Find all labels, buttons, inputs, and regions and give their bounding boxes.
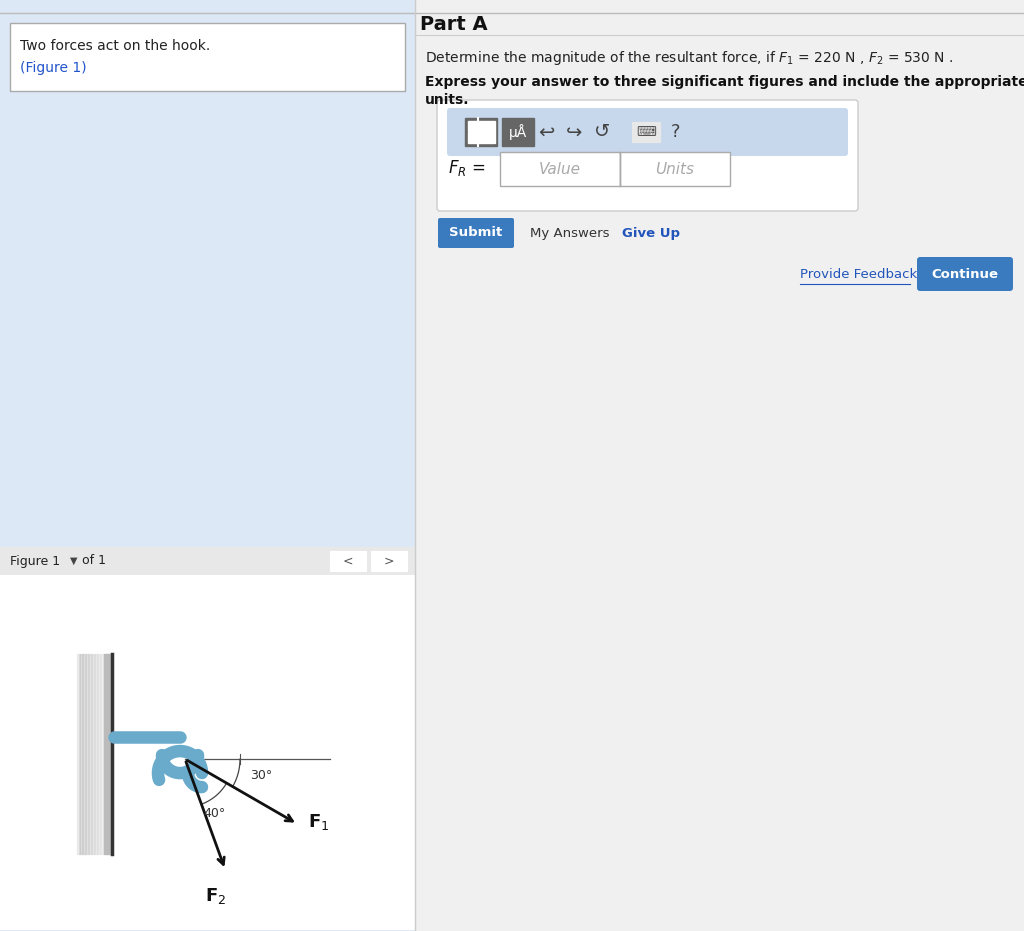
Text: ↩: ↩ <box>538 123 554 142</box>
Bar <box>104 654 106 854</box>
Text: μÅ: μÅ <box>509 124 527 140</box>
Text: Determine the magnitude of the resultant force, if $F_1$ = 220 N , $F_2$ = 530 N: Determine the magnitude of the resultant… <box>425 49 953 67</box>
FancyBboxPatch shape <box>918 257 1013 291</box>
Bar <box>85 654 87 854</box>
Text: Value: Value <box>539 161 581 177</box>
FancyBboxPatch shape <box>620 152 730 186</box>
Bar <box>80 654 83 854</box>
Bar <box>468 132 479 143</box>
Bar <box>104 654 112 854</box>
Bar <box>371 551 407 571</box>
Bar <box>105 654 109 854</box>
Text: 40°: 40° <box>203 807 225 820</box>
Text: units.: units. <box>425 93 469 107</box>
Text: Continue: Continue <box>932 267 998 280</box>
Bar <box>92 654 95 854</box>
FancyBboxPatch shape <box>438 218 514 248</box>
Text: ↺: ↺ <box>594 123 610 142</box>
Bar <box>465 118 497 146</box>
FancyBboxPatch shape <box>447 108 848 156</box>
Text: ⌨: ⌨ <box>636 125 656 139</box>
Text: 30°: 30° <box>250 769 272 782</box>
Text: Units: Units <box>655 161 694 177</box>
FancyBboxPatch shape <box>437 100 858 211</box>
Text: Provide Feedback: Provide Feedback <box>800 268 918 281</box>
Text: My Answers: My Answers <box>530 226 609 239</box>
Bar <box>89 654 92 854</box>
Bar <box>468 121 479 130</box>
Text: ▼: ▼ <box>70 556 78 566</box>
Text: <: < <box>343 555 353 568</box>
Bar <box>86 654 89 854</box>
Bar <box>102 654 105 854</box>
Text: Figure 1: Figure 1 <box>10 555 60 568</box>
Bar <box>632 122 660 142</box>
FancyBboxPatch shape <box>10 23 406 91</box>
Bar <box>330 551 366 571</box>
Bar <box>96 654 99 854</box>
Bar <box>95 654 98 854</box>
Text: $\mathbf{F}_1$: $\mathbf{F}_1$ <box>307 812 329 832</box>
Bar <box>98 654 101 854</box>
Text: $\mathbf{F}_2$: $\mathbf{F}_2$ <box>205 886 226 906</box>
Bar <box>83 654 86 854</box>
Bar <box>87 654 90 854</box>
Bar <box>79 654 82 854</box>
Text: Two forces act on the hook.: Two forces act on the hook. <box>20 39 210 53</box>
Text: Express your answer to three significant figures and include the appropriate: Express your answer to three significant… <box>425 75 1024 89</box>
Bar <box>479 121 496 143</box>
Bar <box>0 0 415 931</box>
Text: of 1: of 1 <box>82 555 106 568</box>
Text: Part A: Part A <box>420 15 487 34</box>
Bar <box>502 118 534 146</box>
Bar <box>99 654 102 854</box>
Bar <box>101 654 104 854</box>
Text: $F_R$ =: $F_R$ = <box>449 158 485 178</box>
Bar <box>90 654 93 854</box>
Text: >: > <box>384 555 394 568</box>
Text: ↪: ↪ <box>566 123 583 142</box>
Text: Give Up: Give Up <box>622 226 680 239</box>
Bar <box>77 654 80 854</box>
Bar <box>0 547 415 575</box>
Bar <box>82 654 85 854</box>
FancyBboxPatch shape <box>500 152 620 186</box>
Text: Submit: Submit <box>450 226 503 239</box>
Bar <box>0 575 415 929</box>
Text: (Figure 1): (Figure 1) <box>20 61 87 75</box>
Text: ?: ? <box>672 123 681 141</box>
Bar <box>93 654 96 854</box>
